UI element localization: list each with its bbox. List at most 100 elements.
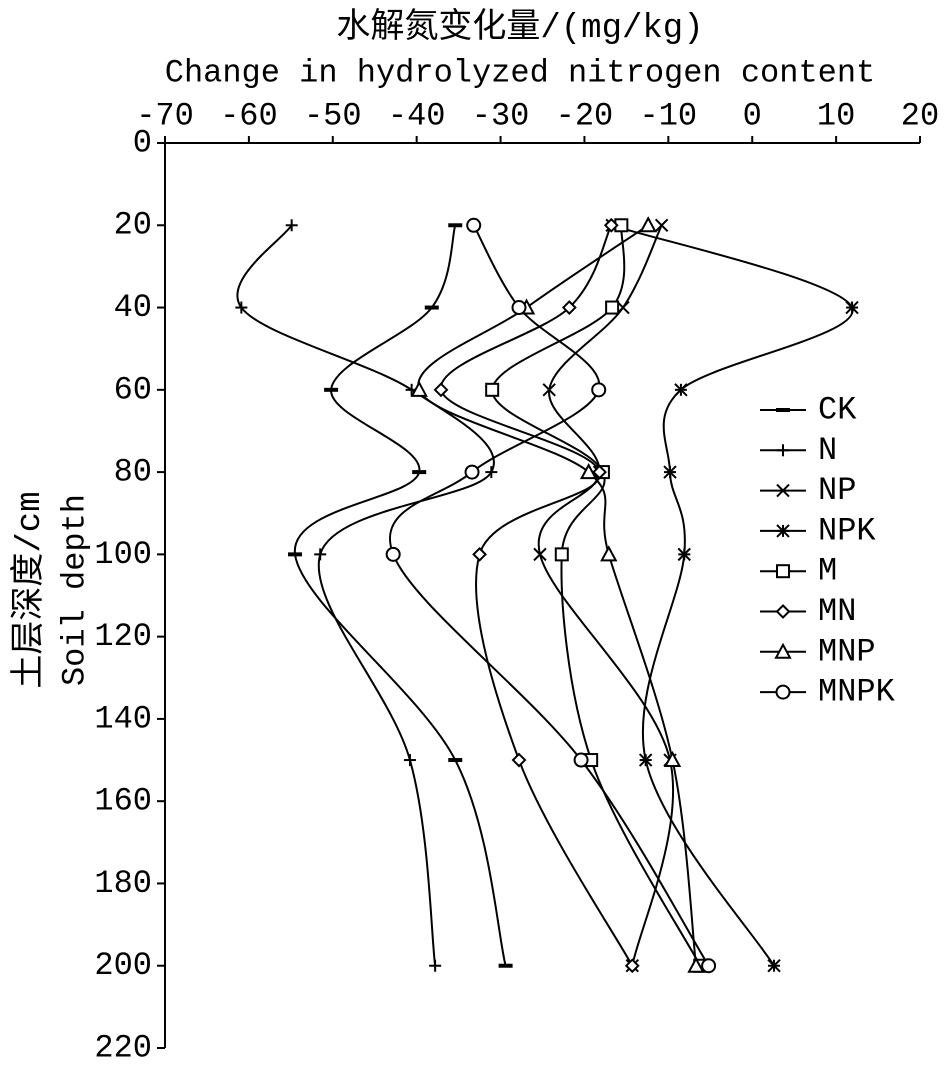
- marker: [638, 753, 653, 767]
- y-tick-label: 220: [94, 1029, 152, 1066]
- marker: [775, 684, 791, 700]
- y-tick-label: 100: [94, 536, 152, 573]
- marker: [767, 959, 781, 973]
- marker: [485, 382, 500, 397]
- x-tick-label: -60: [220, 97, 278, 134]
- marker: [485, 466, 498, 479]
- y-tick-label: 180: [94, 865, 152, 902]
- x-tick-label: 10: [817, 97, 855, 134]
- marker-part: [511, 300, 527, 316]
- x-tick-label: -30: [472, 97, 530, 134]
- marker: [554, 547, 569, 562]
- marker: [511, 752, 527, 768]
- x-tick-label: -50: [304, 97, 362, 134]
- legend-label: N: [818, 432, 837, 469]
- marker: [776, 483, 790, 498]
- marker: [235, 301, 248, 314]
- marker: [464, 464, 480, 480]
- marker-part: [603, 217, 619, 233]
- marker: [314, 548, 327, 561]
- marker: [677, 547, 691, 562]
- marker: [600, 545, 618, 562]
- marker: [533, 547, 547, 562]
- marker: [511, 300, 527, 316]
- marker-part: [579, 462, 598, 480]
- y-tick-label: 200: [94, 947, 152, 984]
- marker-part: [542, 383, 556, 397]
- marker: [429, 959, 442, 972]
- marker-part: [485, 382, 500, 397]
- marker: [603, 217, 619, 233]
- marker-part: [654, 218, 669, 232]
- x-tick-label: -70: [136, 97, 194, 134]
- y-tick-label: 120: [94, 618, 152, 655]
- marker: [776, 524, 790, 538]
- x-tick-label: 20: [901, 97, 939, 134]
- marker: [687, 956, 705, 973]
- marker-part: [663, 465, 677, 479]
- marker: [624, 958, 640, 974]
- legend-label: MNP: [818, 633, 876, 670]
- x-tick-label: -20: [556, 97, 614, 134]
- marker: [654, 218, 669, 232]
- marker: [774, 642, 792, 659]
- marker-part: [775, 604, 791, 619]
- y-tick-label: 20: [114, 207, 152, 244]
- marker-part: [776, 564, 790, 579]
- marker-part: [561, 300, 577, 315]
- marker: [639, 216, 657, 233]
- marker: [433, 382, 449, 398]
- y-tick-label: 40: [114, 289, 152, 326]
- series-line: [417, 224, 698, 966]
- marker: [591, 382, 607, 398]
- marker: [542, 383, 556, 397]
- marker-part: [573, 752, 589, 768]
- legend-label: NP: [818, 472, 856, 509]
- y-tick-label: 60: [114, 371, 152, 408]
- x-tick-label: 0: [743, 97, 762, 134]
- marker-part: [638, 753, 653, 767]
- marker-part: [410, 380, 428, 397]
- marker-part: [472, 546, 487, 562]
- marker-part: [845, 300, 859, 315]
- marker-part: [600, 545, 618, 562]
- x-tick-label: -10: [640, 97, 698, 134]
- marker-part: [592, 464, 607, 480]
- marker: [674, 383, 688, 397]
- y-tick-label: 160: [94, 783, 152, 820]
- legend-label: NPK: [818, 512, 876, 549]
- marker: [403, 754, 416, 767]
- marker-part: [511, 752, 527, 768]
- marker: [579, 462, 598, 480]
- y-axis-label-en: Soil depth: [56, 494, 93, 686]
- marker-part: [776, 483, 790, 498]
- marker: [466, 217, 482, 233]
- series-line: [611, 224, 854, 967]
- marker-part: [466, 217, 482, 233]
- legend-label: CK: [818, 391, 857, 428]
- marker-part: [464, 464, 480, 480]
- marker: [285, 219, 298, 232]
- marker: [663, 750, 682, 768]
- marker: [592, 464, 607, 480]
- marker: [845, 300, 859, 315]
- marker: [472, 546, 487, 562]
- marker-part: [774, 642, 792, 659]
- marker: [776, 564, 790, 579]
- marker: [410, 380, 428, 397]
- y-tick-label: 140: [94, 700, 152, 737]
- y-tick-label: 0: [133, 124, 152, 161]
- series-line: [236, 224, 495, 966]
- marker: [775, 604, 791, 619]
- marker-part: [554, 547, 569, 562]
- marker: [701, 958, 717, 974]
- marker-part: [591, 382, 607, 398]
- marker-part: [776, 524, 790, 538]
- series-line: [439, 224, 634, 967]
- marker-part: [639, 216, 657, 233]
- legend-label: MNPK: [818, 674, 896, 711]
- y-axis-label: 土层深度/cm: [9, 491, 50, 688]
- y-tick-label: 80: [114, 454, 152, 491]
- marker-part: [605, 300, 620, 315]
